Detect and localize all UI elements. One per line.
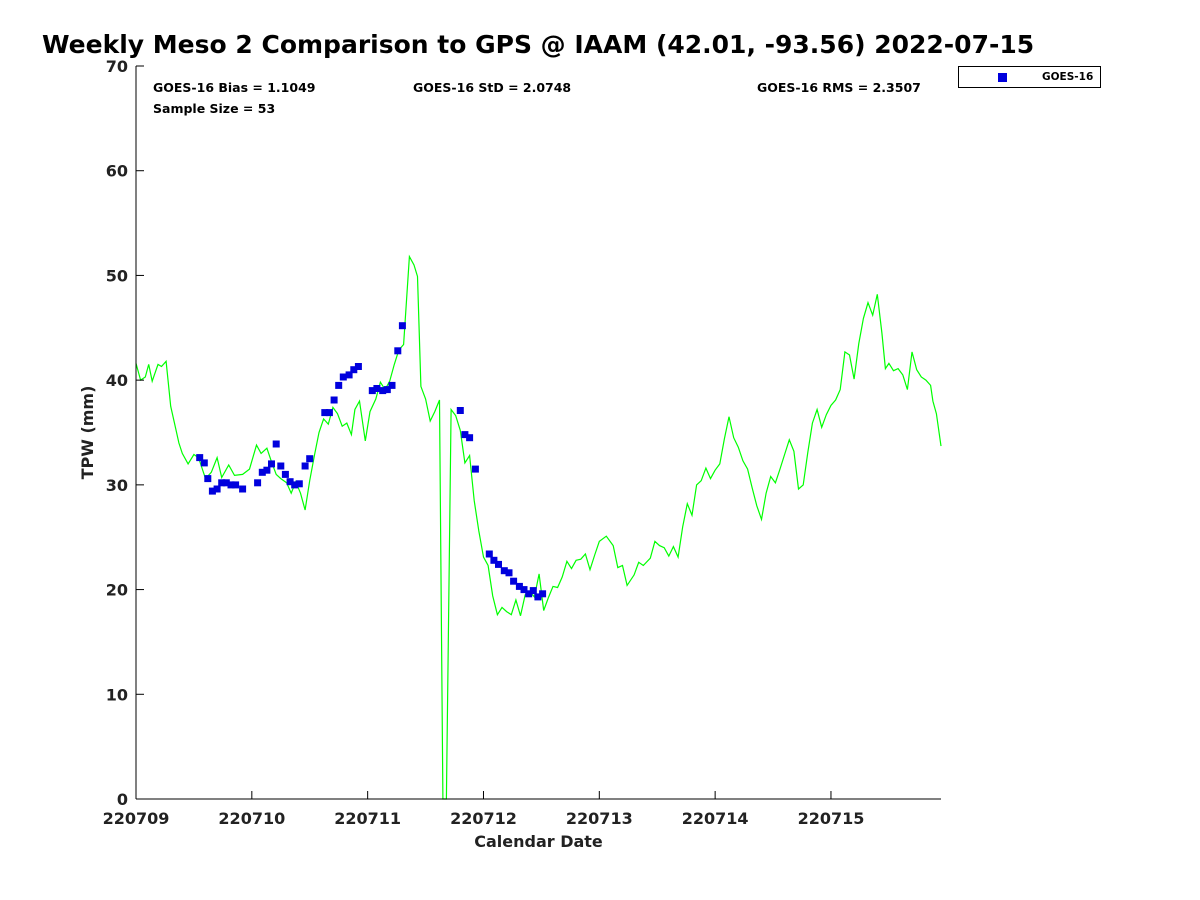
goes16-point-19 [295,480,303,488]
goes16-point-35 [394,347,402,355]
goes16-point-46 [510,577,518,585]
x-tick-label-220713: 220713 [566,809,633,828]
goes16-point-38 [461,431,469,439]
goes16-point-24 [330,396,338,404]
goes16-point-12 [263,466,271,474]
goes16-point-27 [345,371,353,379]
y-tick-label-10: 10 [106,685,128,704]
goes16-point-9 [239,485,247,493]
goes16-point-36 [398,322,406,330]
y-tick-label-20: 20 [106,581,128,600]
goes16-point-40 [471,465,479,473]
axes: 0 10 20 30 40 50 60 70 220709 220710 220711 220712 2… [78,57,941,851]
goes16-point-13 [268,460,275,468]
y-tick-label-60: 60 [106,162,128,181]
goes16-point-14 [272,440,280,448]
x-axis-label: Calendar Date [474,832,603,851]
x-tick-label-220709: 220709 [103,809,170,828]
goes16-point-7 [227,481,235,489]
goes16-point-18 [291,481,299,489]
goes16-point-1 [200,459,208,467]
y-tick-label-70: 70 [106,57,128,76]
goes16-point-10 [254,479,262,487]
x-tick-label-220715: 220715 [798,809,865,828]
goes16-point-41 [485,550,493,558]
x-tick-label-220711: 220711 [334,809,401,828]
x-tick-label-220710: 220710 [218,809,285,828]
goes16-point-42 [490,556,498,564]
goes16-point-43 [495,560,502,568]
goes16-point-20 [301,462,309,470]
goes16-point-52 [539,590,547,598]
goes16-point-47 [515,582,523,590]
goes16-point-39 [466,434,474,442]
goes16-point-6 [222,479,230,487]
goes16-point-37 [456,407,464,414]
x-tick-label-220714: 220714 [682,809,749,828]
goes16-point-21 [306,455,314,463]
goes16-point-45 [505,569,513,577]
goes16-point-5 [218,479,226,487]
legend: GOES-16 [958,66,1101,88]
chart-title: Weekly Meso 2 Comparison to GPS @ IAAM (… [42,30,1035,59]
goes16-point-44 [500,567,508,575]
goes16-point-16 [281,470,289,478]
goes16-point-17 [286,478,294,486]
goes16-point-51 [534,593,542,601]
y-tick-label-50: 50 [106,266,128,285]
legend-marker-goes16 [998,73,1007,82]
y-tick-label-40: 40 [106,371,128,390]
goes16-point-50 [529,587,537,595]
goes16-point-8 [232,481,240,489]
goes16-point-29 [354,363,362,370]
goes16-point-26 [339,373,347,381]
goes16-point-34 [388,381,396,389]
bias-stat: GOES-16 Bias = 1.1049 [153,80,316,95]
goes16-point-22 [321,409,329,417]
x-tick-label-220712: 220712 [450,809,517,828]
rms-stat: GOES-16 RMS = 2.3507 [757,80,921,95]
goes16-point-2 [204,475,212,483]
std-stat: GOES-16 StD = 2.0748 [413,80,572,95]
y-tick-label-30: 30 [106,476,128,495]
gps-tpw-line [135,254,942,800]
y-tick-label-0: 0 [117,790,128,809]
goes16-point-49 [525,590,533,598]
legend-label-goes16: GOES-16 [1042,71,1094,83]
goes16-point-4 [213,485,221,493]
goes16-point-31 [373,385,381,392]
goes16-point-25 [335,381,343,389]
goes16-point-33 [383,386,391,394]
goes16-point-11 [258,468,266,476]
goes16-point-30 [368,387,376,395]
goes16-point-32 [379,387,387,395]
goes16-point-0 [196,454,204,462]
y-axis-label: TPW (mm) [78,386,97,480]
goes16-point-28 [350,366,358,374]
goes16-point-48 [520,586,528,594]
goes16-point-15 [277,462,285,470]
goes16-point-3 [208,487,216,495]
goes16-point-23 [325,409,333,417]
data-layer [135,254,942,800]
sample-size-stat: Sample Size = 53 [153,101,276,116]
